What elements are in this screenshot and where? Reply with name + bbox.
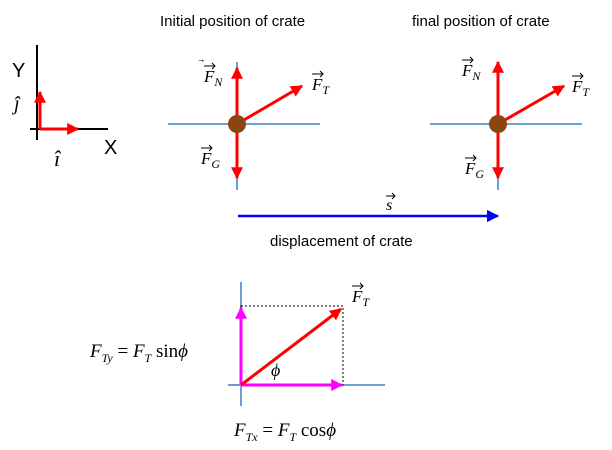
component-diagram: FT ϕ FTy = FT sinϕ FTx = FT cosϕ — [89, 282, 385, 444]
y-axis-label: Y — [12, 60, 25, 82]
unit-vector-key: Y X ĵ î — [11, 45, 117, 171]
initial-tension-force-arrow — [236, 84, 304, 126]
displacement-vector: s displacement of crate — [238, 192, 500, 250]
j-hat-label: ĵ — [11, 93, 21, 115]
initial-crate — [228, 115, 246, 133]
svg-text:FN: FN — [461, 61, 481, 83]
ft-vector-arrow — [240, 307, 342, 387]
component-ft-label: FT — [351, 282, 370, 309]
final-ft-label: FT — [571, 72, 590, 99]
final-crate-diagram: final position of crate FN FT FG — [412, 13, 590, 190]
svg-text:FT: FT — [311, 75, 330, 97]
ftx-equation: FTx = FT cosϕ — [233, 420, 336, 444]
final-tension-force-arrow — [497, 84, 566, 126]
initial-crate-diagram: Initial position of crate FN ⃗ FT FG — [160, 13, 330, 190]
displacement-symbol: s — [386, 197, 392, 214]
initial-fg-label: FG — [200, 144, 220, 171]
final-crate — [489, 115, 507, 133]
i-hat-label: î — [54, 146, 62, 171]
svg-text:FT: FT — [351, 287, 370, 309]
svg-text:FT: FT — [571, 77, 590, 99]
displacement-label: displacement of crate — [270, 233, 413, 250]
fty-equation: FTy = FT sinϕ — [89, 341, 188, 365]
x-axis-label: X — [104, 137, 117, 159]
initial-ft-label: FT — [311, 70, 330, 97]
initial-title: Initial position of crate — [160, 13, 305, 30]
svg-text:FG: FG — [464, 159, 484, 181]
svg-text:FN: FN — [203, 67, 223, 89]
angle-phi-label: ϕ — [271, 360, 280, 380]
final-title: final position of crate — [412, 13, 550, 30]
final-fg-label: FG — [464, 154, 484, 181]
svg-text:⃗: ⃗ — [198, 59, 204, 62]
initial-fn-label: FN ⃗ — [198, 59, 223, 89]
svg-text:FG: FG — [200, 149, 220, 171]
final-fn-label: FN — [461, 56, 481, 83]
